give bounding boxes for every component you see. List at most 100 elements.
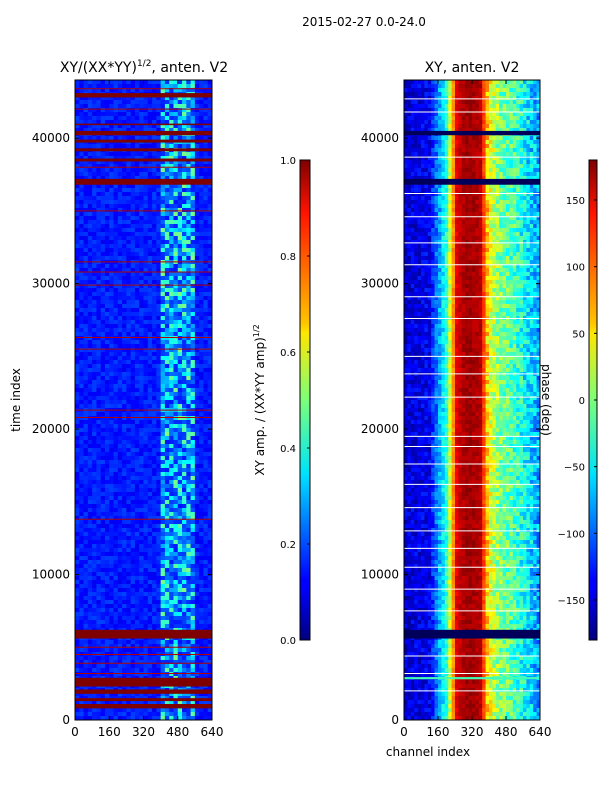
amplitude-cell	[160, 572, 166, 577]
amplitude-cell	[177, 560, 183, 565]
amplitude-cell	[199, 648, 204, 653]
amplitude-cell	[177, 112, 183, 117]
amplitude-cell	[126, 80, 131, 85]
amplitude-cell	[104, 488, 110, 493]
amplitude-cell	[126, 144, 131, 149]
amplitude-cell	[104, 276, 110, 281]
amplitude-cell	[177, 692, 183, 697]
amplitude-cell	[92, 536, 97, 541]
amplitude-cell	[177, 116, 183, 121]
amplitude-cell	[207, 348, 212, 353]
amplitude-cell	[194, 272, 200, 277]
amplitude-cell	[160, 312, 166, 317]
amplitude-cell	[156, 204, 161, 209]
amplitude-cell	[182, 572, 187, 577]
amplitude-cell	[117, 664, 123, 669]
amplitude-cell	[199, 484, 204, 489]
amplitude-cell	[143, 644, 149, 649]
amplitude-cell	[104, 576, 110, 581]
amplitude-cell	[83, 88, 89, 93]
amplitude-cell	[173, 432, 179, 437]
amplitude-cell	[152, 292, 157, 297]
amplitude-cell	[164, 524, 170, 529]
amplitude-cell	[100, 696, 106, 701]
amplitude-cell	[143, 136, 149, 141]
amplitude-cell	[83, 116, 89, 121]
amplitude-cell	[207, 536, 212, 541]
amplitude-cell	[190, 544, 196, 549]
amplitude-cell	[143, 264, 149, 269]
amplitude-cell	[160, 480, 166, 485]
amplitude-cell	[143, 476, 149, 481]
amplitude-cell	[92, 152, 97, 157]
amplitude-cell	[134, 160, 140, 165]
amplitude-cell	[134, 396, 140, 401]
amplitude-cell	[199, 304, 204, 309]
amplitude-cell	[194, 280, 200, 285]
amplitude-cell	[134, 184, 140, 189]
amplitude-cell	[117, 428, 123, 433]
amplitude-cell	[130, 380, 136, 385]
amplitude-cell	[194, 144, 200, 149]
amplitude-cell	[109, 584, 114, 589]
amplitude-cell	[109, 588, 114, 593]
amplitude-cell	[92, 100, 97, 105]
amplitude-cell	[194, 580, 200, 585]
amplitude-cell	[190, 156, 196, 161]
amplitude-cell	[173, 336, 179, 341]
amplitude-cell	[147, 136, 153, 141]
amplitude-cell	[87, 572, 93, 577]
amplitude-cell	[199, 84, 204, 89]
amplitude-cell	[207, 564, 212, 569]
amplitude-cell	[182, 508, 187, 513]
amplitude-cell	[130, 536, 136, 541]
amplitude-cell	[130, 664, 136, 669]
amplitude-cell	[75, 320, 80, 325]
amplitude-cell	[130, 128, 136, 133]
amplitude-cell	[96, 332, 101, 337]
amplitude-cell	[75, 468, 80, 473]
amplitude-cell	[173, 640, 179, 645]
amplitude-cell	[160, 412, 166, 417]
amplitude-cell	[182, 428, 187, 433]
amplitude-cell	[203, 312, 209, 317]
amplitude-cell	[96, 164, 101, 169]
amplitude-cell	[177, 444, 183, 449]
amplitude-cell	[207, 196, 212, 201]
amplitude-cell	[160, 588, 166, 593]
amplitude-cell	[169, 104, 174, 109]
amplitude-cell	[186, 84, 191, 89]
amplitude-cell	[207, 104, 212, 109]
amplitude-cell	[177, 516, 183, 521]
amplitude-cell	[207, 228, 212, 233]
amplitude-cell	[139, 348, 144, 353]
amplitude-cell	[104, 304, 110, 309]
amplitude-cell	[113, 364, 119, 369]
amplitude-cell	[75, 608, 80, 613]
amplitude-cell	[152, 116, 157, 121]
amplitude-cell	[190, 300, 196, 305]
amplitude-cell	[75, 416, 80, 421]
amplitude-cell	[96, 96, 101, 101]
amplitude-cell	[177, 164, 183, 169]
amplitude-cell	[122, 508, 127, 513]
amplitude-cell	[122, 276, 127, 281]
amplitude-cell	[117, 644, 123, 649]
amplitude-cell	[126, 308, 131, 313]
amplitude-cell	[113, 232, 119, 237]
amplitude-cell	[164, 432, 170, 437]
amplitude-cell	[126, 112, 131, 117]
amplitude-cell	[87, 392, 93, 397]
amplitude-cell	[122, 516, 127, 521]
amplitude-cell	[100, 564, 106, 569]
amplitude-cell	[156, 696, 161, 701]
amplitude-cell	[203, 664, 209, 669]
amplitude-cell	[109, 280, 114, 285]
amplitude-cell	[92, 124, 97, 129]
amplitude-cell	[104, 580, 110, 585]
amplitude-cell	[173, 264, 179, 269]
amplitude-cell	[100, 588, 106, 593]
amplitude-cell	[199, 168, 204, 173]
amplitude-cell	[117, 500, 123, 505]
amplitude-cell	[147, 156, 153, 161]
